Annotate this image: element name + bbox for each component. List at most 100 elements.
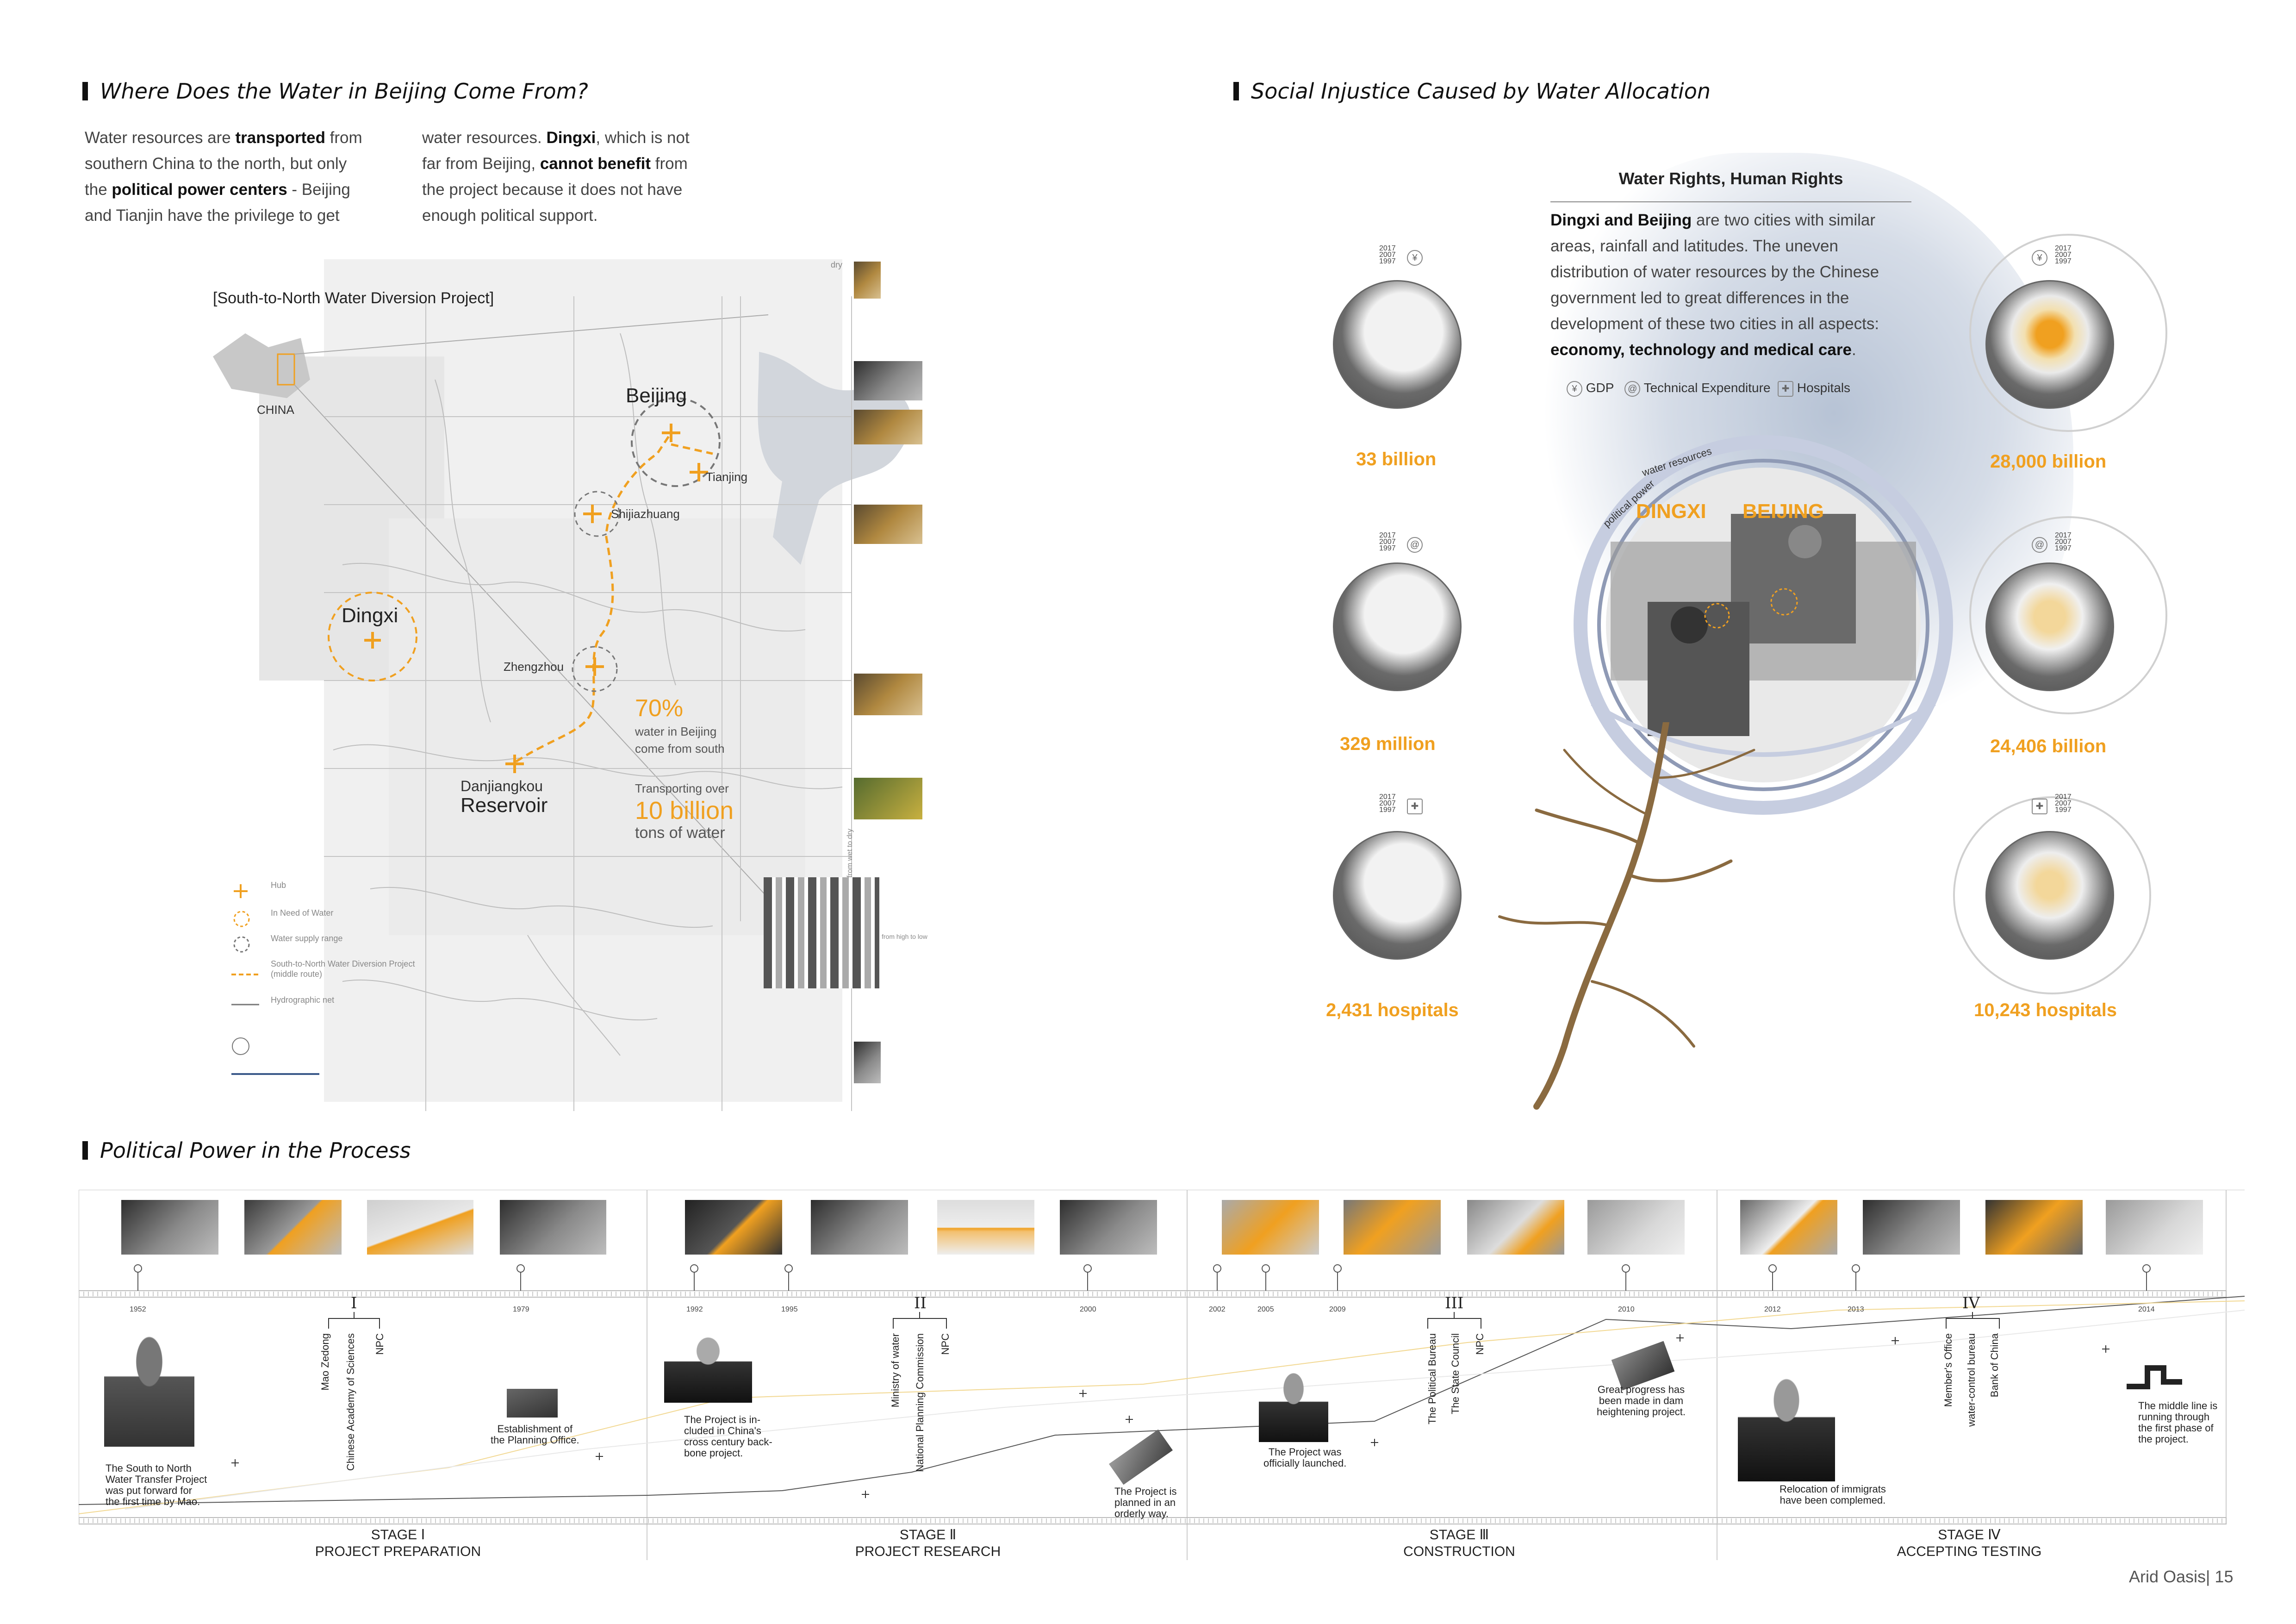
plus-markers: [231, 1334, 2109, 1498]
actor-label: National Planning Commission: [914, 1333, 926, 1472]
legend-hosp: Hospitals: [1797, 381, 1851, 395]
legend-need: In Need of Water: [271, 908, 334, 918]
hospital-cross-icon: ✚: [1407, 799, 1423, 814]
year-label: 1952: [130, 1305, 146, 1313]
year-label: 2000: [1080, 1305, 1096, 1313]
ring-beijing-label: BEIJING: [1742, 500, 1824, 523]
history-photo: [244, 1200, 342, 1255]
year-label: 1995: [781, 1305, 798, 1313]
caption-2000: The Project is planned in an orderly way.: [1114, 1486, 1177, 1519]
intro-line: enough political support.: [422, 206, 598, 225]
comparison-ring: [1574, 435, 1953, 815]
jiang-portrait: [664, 1331, 752, 1403]
intro-column-2: water resources. Dingxi, which is not fa…: [422, 125, 690, 229]
stat-percent-desc-2: come from south: [635, 742, 725, 756]
stage-numeral: III: [1445, 1294, 1464, 1312]
water-diversion-map: [213, 259, 911, 1111]
box-line: government led to great differences in t…: [1550, 289, 1849, 307]
intro-line: the project because it does not have: [422, 181, 683, 199]
beijing-tech-value: 24,406 billion: [1990, 736, 2107, 756]
hub-icons: [364, 424, 708, 773]
actor-label: Chinese Academy of Sciences: [345, 1333, 356, 1471]
section-title-political-power: Political Power in the Process: [82, 1138, 411, 1163]
strip-bottom-label: from high to low: [882, 933, 927, 940]
beijing-supply-range: [631, 397, 721, 487]
actor-label: The Political Bureau: [1426, 1333, 1438, 1424]
stat-amount-unit: tons of water: [635, 824, 725, 842]
intro-line: the political power centers - Beijing: [85, 181, 350, 199]
stage-numeral: II: [914, 1294, 927, 1312]
dingxi-marker: [1704, 603, 1730, 629]
actor-label: Member's Office: [1942, 1333, 1954, 1407]
history-photo: [937, 1200, 1034, 1255]
intro-column-1: Water resources are transported from sou…: [85, 125, 362, 229]
stage-numeral: IV: [1962, 1294, 1980, 1312]
box-line: distribution of water resources by the C…: [1550, 263, 1879, 281]
city-zhengzhou: Zhengzhou: [504, 660, 564, 674]
beijing-hospital-value: 10,243 hospitals: [1974, 1000, 2117, 1020]
year-label: 2010: [1618, 1305, 1635, 1313]
year-ruler-bottom: [79, 1517, 2227, 1524]
beijing-years: 2017 2007 1997: [2055, 793, 2072, 814]
actor-label: Ministry of water: [890, 1333, 901, 1408]
landscape-photo: [854, 361, 922, 400]
intro-line: water resources. Dingxi, which is not: [422, 129, 690, 147]
actor-label: Mao Zedong: [319, 1333, 331, 1391]
footer-sep: |: [2206, 1567, 2210, 1586]
footer: Arid Oasis| 15: [2129, 1567, 2233, 1587]
root-branches: [1498, 722, 1755, 1110]
diversion-route: [515, 432, 713, 763]
caption-2012: Relocation of immigrats have been complem…: [1780, 1483, 1886, 1506]
legend-supply: Water supply range: [271, 934, 343, 943]
box-title: Water Rights, Human Rights: [1618, 169, 1843, 188]
history-photo: [1060, 1200, 1157, 1255]
landscape-photo: [854, 1042, 881, 1083]
power-line: [79, 1296, 2245, 1505]
inner-ring: [1597, 459, 1929, 791]
history-photo: [367, 1200, 473, 1255]
beijing-tech-ring: [1969, 516, 2167, 714]
stat-percent: 70%: [635, 695, 684, 722]
china-inset: [213, 333, 310, 398]
dingxi-tech-value: 329 million: [1340, 734, 1436, 754]
ring-dingxi-label: DINGXI: [1636, 500, 1706, 523]
inset-leader: [294, 314, 769, 355]
year-label: 2002: [1209, 1305, 1226, 1313]
box-line: areas, rainfall and latitudes. The uneve…: [1550, 237, 1838, 255]
history-photo: [1863, 1200, 1960, 1255]
stage-connectors: [328, 1312, 2000, 1329]
beijing-tech-map: [1985, 562, 2114, 691]
timeline-frame: [79, 1190, 2245, 1560]
stat-transport: Transporting over: [635, 781, 729, 795]
beijing-gdp-ring: [1969, 234, 2167, 432]
mao-portrait: [104, 1329, 194, 1447]
history-photo: [1222, 1200, 1319, 1255]
map-land-center: [389, 518, 805, 935]
intro-line: Water resources are transported from: [85, 129, 362, 147]
title-bar: [82, 1141, 88, 1160]
actor-label: NPC: [1474, 1333, 1486, 1355]
yuan-icon: ¥: [2032, 250, 2047, 266]
inset-leader: [294, 384, 769, 899]
caption-2014: The middle line is running through the fir…: [2138, 1400, 2218, 1445]
actor-label: Bank of China: [1989, 1333, 2000, 1398]
stat-amount: 10 billion: [635, 797, 734, 824]
year-label: 2009: [1329, 1305, 1346, 1313]
page-number: 15: [2215, 1567, 2234, 1586]
caption-2002: The Project was officially launched.: [1263, 1446, 1347, 1469]
history-photo: [685, 1200, 782, 1255]
dingxi-gdp-map: [1333, 280, 1462, 409]
city-danjiangkou: Danjiangkou: [460, 778, 543, 794]
actor-label: NPC: [374, 1333, 386, 1355]
box-line: economy, technology and medical care.: [1550, 341, 1856, 359]
strip-dry-label: dry: [831, 260, 843, 269]
beijing-hospital-ring: [1953, 796, 2151, 994]
year-label: 2005: [1257, 1305, 1274, 1313]
pipe-icon: [2127, 1365, 2182, 1389]
history-photo: [1587, 1200, 1685, 1255]
lower-arc: [1591, 701, 1936, 757]
history-photo: [2106, 1200, 2203, 1255]
shijiazhuang-supply-range: [574, 491, 620, 537]
history-photo: [811, 1200, 908, 1255]
intro-line: far from Beijing, cannot benefit from: [422, 155, 688, 173]
